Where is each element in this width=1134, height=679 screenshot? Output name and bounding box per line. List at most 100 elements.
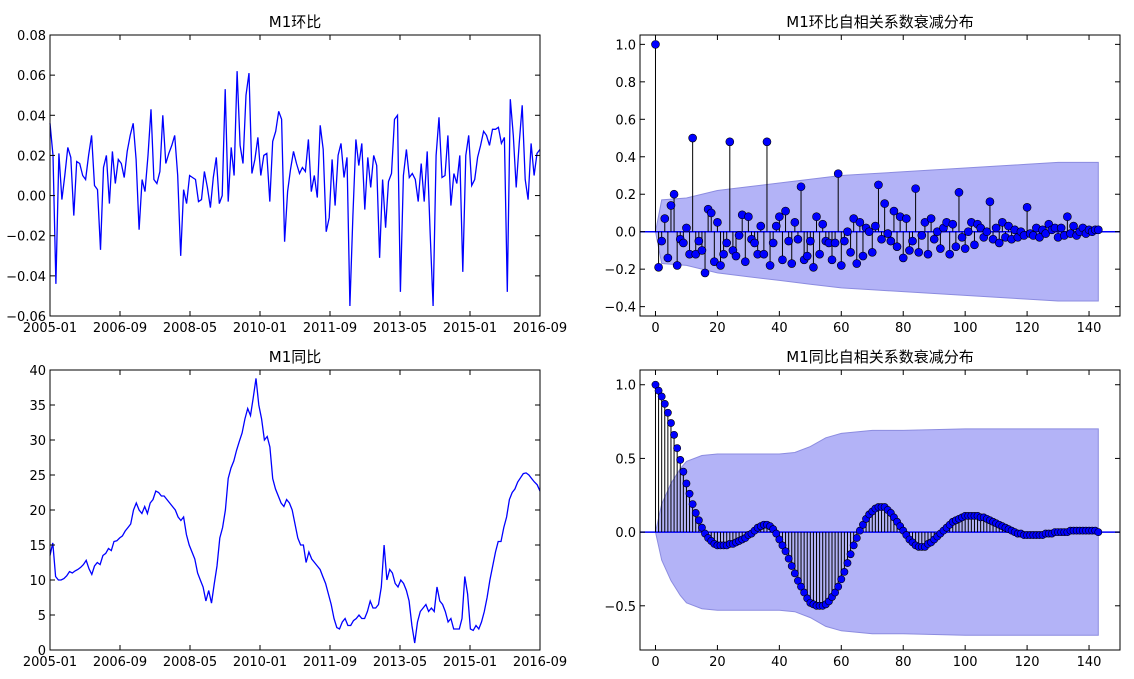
- acf-point: [855, 218, 865, 227]
- x-tick-label: 2005-01: [23, 655, 77, 670]
- acf-point: [988, 234, 998, 244]
- y-tick-label: 0.08: [17, 29, 46, 44]
- x-tick-label: 2015-01: [443, 321, 497, 336]
- y-tick-label: 0.6: [615, 113, 636, 128]
- y-tick-label: 0.00: [17, 190, 46, 205]
- acf-point: [719, 249, 728, 259]
- acf-point: [1094, 528, 1103, 537]
- acf-point: [883, 229, 893, 238]
- y-tick-label: 10: [29, 574, 46, 589]
- acf-point: [889, 206, 899, 216]
- acf-point: [682, 223, 691, 233]
- x-tick-label: 2011-09: [303, 655, 357, 670]
- x-tick-label: 2013-05: [373, 321, 427, 336]
- y-tick-label: 0.04: [17, 109, 46, 124]
- acf-point: [691, 509, 700, 517]
- acf-point: [849, 214, 858, 223]
- y-tick-label: 0.4: [615, 151, 636, 166]
- acf-point: [688, 500, 697, 509]
- acf-point: [864, 227, 874, 236]
- acf-point: [790, 569, 799, 578]
- acf-point: [834, 582, 843, 591]
- acf-point: [713, 218, 722, 227]
- y-tick-label: 5: [38, 609, 46, 624]
- acf-point: [660, 214, 670, 223]
- chart-title: M1环比自相关系数衰减分布: [786, 13, 974, 31]
- acf-point: [867, 248, 877, 257]
- acf-point: [697, 246, 707, 255]
- chart-title: M1同比自相关系数衰减分布: [786, 348, 974, 366]
- acf-point: [963, 227, 973, 236]
- acf-point: [1022, 203, 1032, 212]
- x-tick-label: 20: [709, 321, 726, 336]
- acf-point: [954, 188, 964, 197]
- acf-point: [886, 236, 896, 246]
- acf-point: [892, 242, 902, 251]
- acf-point: [911, 184, 920, 193]
- acf-point: [666, 201, 676, 210]
- acf-point: [694, 236, 704, 246]
- x-tick-label: 0: [651, 655, 659, 670]
- acf-point: [840, 567, 849, 576]
- acf-point: [948, 219, 958, 229]
- acf-point: [905, 246, 914, 255]
- acf-point: [667, 419, 675, 427]
- acf-point: [679, 238, 688, 248]
- y-tick-label: 0.02: [17, 149, 46, 164]
- acf-point: [676, 455, 685, 464]
- y-tick-label: 20: [29, 504, 46, 519]
- acf-point: [787, 259, 797, 268]
- acf-point: [960, 244, 970, 253]
- acf-point: [716, 261, 725, 270]
- chart-panel-1: M1环比 −0.06 −0.04 −0.02 0.00 0.02 0.04 0.06 0.08 2…: [6, 13, 567, 336]
- chart-panel-3: M1同比 0 5 10 15 20 25 30 35 40 2005-01 2006-09 2008-0…: [23, 348, 567, 670]
- x-tick-label: 60: [833, 655, 850, 670]
- acf-point: [926, 214, 936, 223]
- acf-point: [784, 236, 793, 246]
- x-tick-label: 2005-01: [23, 321, 77, 336]
- acf-point: [679, 467, 688, 476]
- acf-point: [858, 251, 868, 261]
- acf-point: [929, 234, 939, 244]
- acf-point: [657, 236, 666, 246]
- acf-point: [700, 268, 710, 278]
- acf-point: [1004, 221, 1013, 231]
- acf-point: [812, 212, 821, 222]
- acf-point: [982, 227, 992, 236]
- acf-point: [898, 253, 908, 263]
- acf-point: [914, 248, 924, 257]
- x-tick-label: 120: [1015, 321, 1040, 336]
- acf-point: [951, 242, 961, 251]
- acf-point: [1056, 223, 1066, 233]
- y-tick-label: 40: [29, 364, 46, 379]
- y-tick-label: 35: [29, 399, 46, 414]
- y-tick-label: −0.4: [604, 301, 636, 316]
- acf-point: [957, 233, 967, 242]
- acf-point: [685, 489, 694, 498]
- acf-point: [815, 249, 824, 259]
- y-tick-label: 25: [29, 469, 46, 484]
- acf-point: [998, 218, 1007, 227]
- acf-point: [917, 231, 927, 240]
- acf-point: [852, 259, 862, 268]
- acf-point: [722, 238, 732, 248]
- acf-point: [790, 218, 800, 227]
- acf-point: [682, 479, 691, 488]
- acf-point: [1035, 233, 1044, 242]
- acf-point: [688, 133, 697, 143]
- plot-area: [50, 35, 540, 316]
- plot-frame: [639, 369, 1121, 651]
- acf-point: [787, 562, 796, 570]
- acf-point: [837, 575, 846, 584]
- acf-point: [663, 408, 672, 417]
- acf-point: [740, 257, 750, 266]
- x-tick-label: 140: [1077, 321, 1102, 336]
- acf-point: [759, 249, 769, 259]
- acf-point: [765, 261, 775, 270]
- acf-point: [731, 251, 741, 261]
- y-tick-label: −0.04: [6, 270, 46, 285]
- acf-point: [970, 240, 979, 250]
- x-tick-label: 2015-01: [443, 655, 497, 670]
